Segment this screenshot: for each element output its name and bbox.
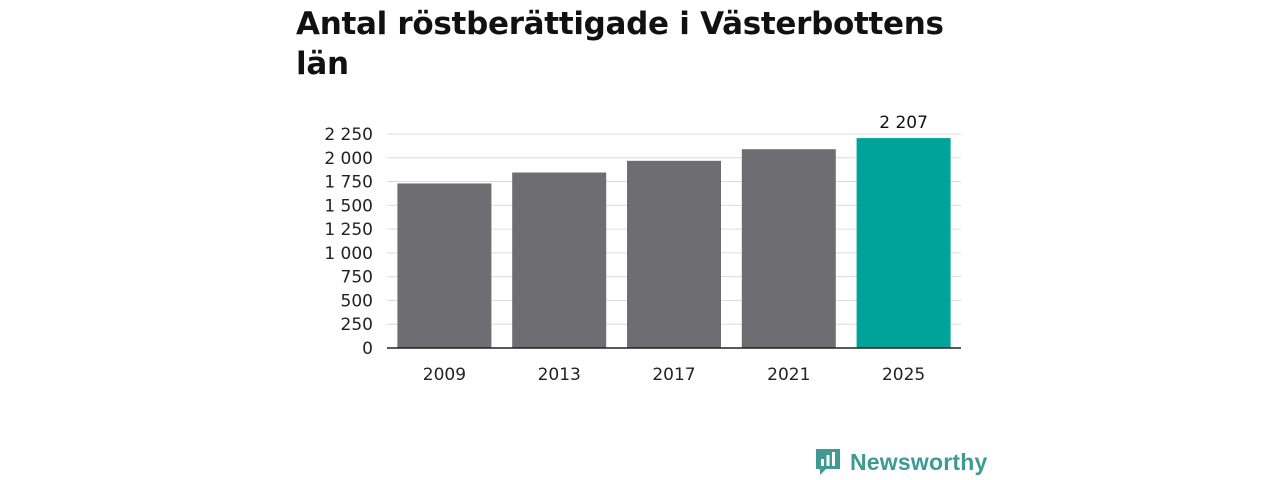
x-tick-label: 2013 (538, 365, 581, 385)
bar-chart-icon (816, 449, 840, 475)
chart-title: Antal röstberättigade i Västerbottens lä… (296, 6, 944, 82)
brand-name: Newsworthy (850, 448, 988, 475)
x-tick-label: 2025 (882, 365, 925, 385)
x-tick-label: 2009 (423, 365, 466, 385)
x-tick-label: 2017 (652, 365, 695, 385)
labels: 0 250 500 750 1 000 1 250 1 500 1 750 2 000 2 250… (324, 113, 928, 385)
bars (397, 138, 951, 348)
bar-2021 (741, 149, 836, 348)
y-tick-label: 1 750 (324, 173, 373, 193)
y-tick-label: 0 (362, 339, 373, 359)
data-label: 2 207 (879, 113, 928, 133)
bar-chart: 0 250 500 750 1 000 1 250 1 500 1 750 2 000 2 250… (324, 113, 961, 385)
y-tick-label: 1 500 (324, 196, 373, 216)
bar-2009 (397, 183, 492, 348)
y-tick-label: 750 (341, 268, 373, 288)
y-tick-label: 250 (341, 315, 373, 335)
bar-2013 (512, 172, 607, 348)
y-tick-label: 1 000 (324, 244, 373, 264)
y-tick-label: 1 250 (324, 220, 373, 240)
newsworthy-logo: Newsworthy (814, 447, 987, 477)
y-tick-label: 2 250 (324, 125, 373, 145)
bar-2025 (856, 138, 951, 348)
x-tick-label: 2021 (767, 365, 810, 385)
y-tick-label: 2 000 (324, 149, 373, 169)
bar-2017 (627, 160, 721, 348)
y-tick-label: 500 (341, 291, 373, 311)
